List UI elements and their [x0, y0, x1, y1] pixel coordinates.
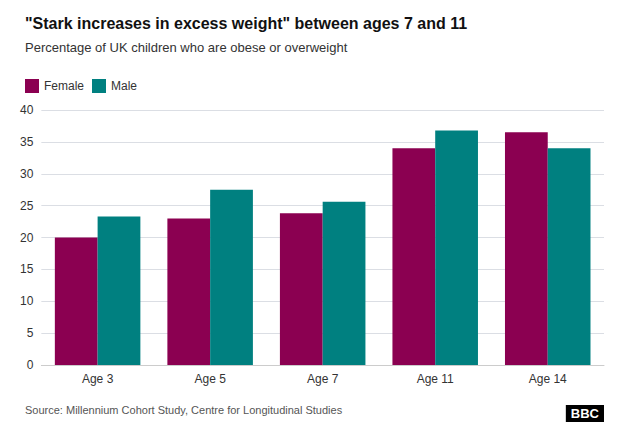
svg-text:30: 30: [20, 167, 34, 181]
svg-text:Age 3: Age 3: [82, 372, 114, 386]
svg-text:Source: Millennium Cohort Stud: Source: Millennium Cohort Study, Centre …: [25, 404, 343, 416]
svg-text:BBC: BBC: [571, 406, 600, 421]
svg-text:Age 5: Age 5: [194, 372, 226, 386]
svg-text:Male: Male: [111, 79, 137, 93]
svg-text:10: 10: [20, 294, 34, 308]
svg-text:"Stark increases in excess wei: "Stark increases in excess weight" betwe…: [25, 15, 467, 32]
svg-text:20: 20: [20, 231, 34, 245]
svg-text:Female: Female: [44, 79, 84, 93]
svg-text:5: 5: [27, 326, 34, 340]
svg-text:Age 7: Age 7: [307, 372, 339, 386]
svg-text:15: 15: [20, 262, 34, 276]
svg-text:Age 14: Age 14: [529, 372, 567, 386]
svg-text:35: 35: [20, 135, 34, 149]
svg-text:25: 25: [20, 199, 34, 213]
svg-text:0: 0: [27, 358, 34, 372]
svg-text:Age 11: Age 11: [417, 372, 454, 386]
svg-text:Percentage of UK children who: Percentage of UK children who are obese …: [25, 40, 348, 55]
svg-text:40: 40: [20, 103, 34, 117]
